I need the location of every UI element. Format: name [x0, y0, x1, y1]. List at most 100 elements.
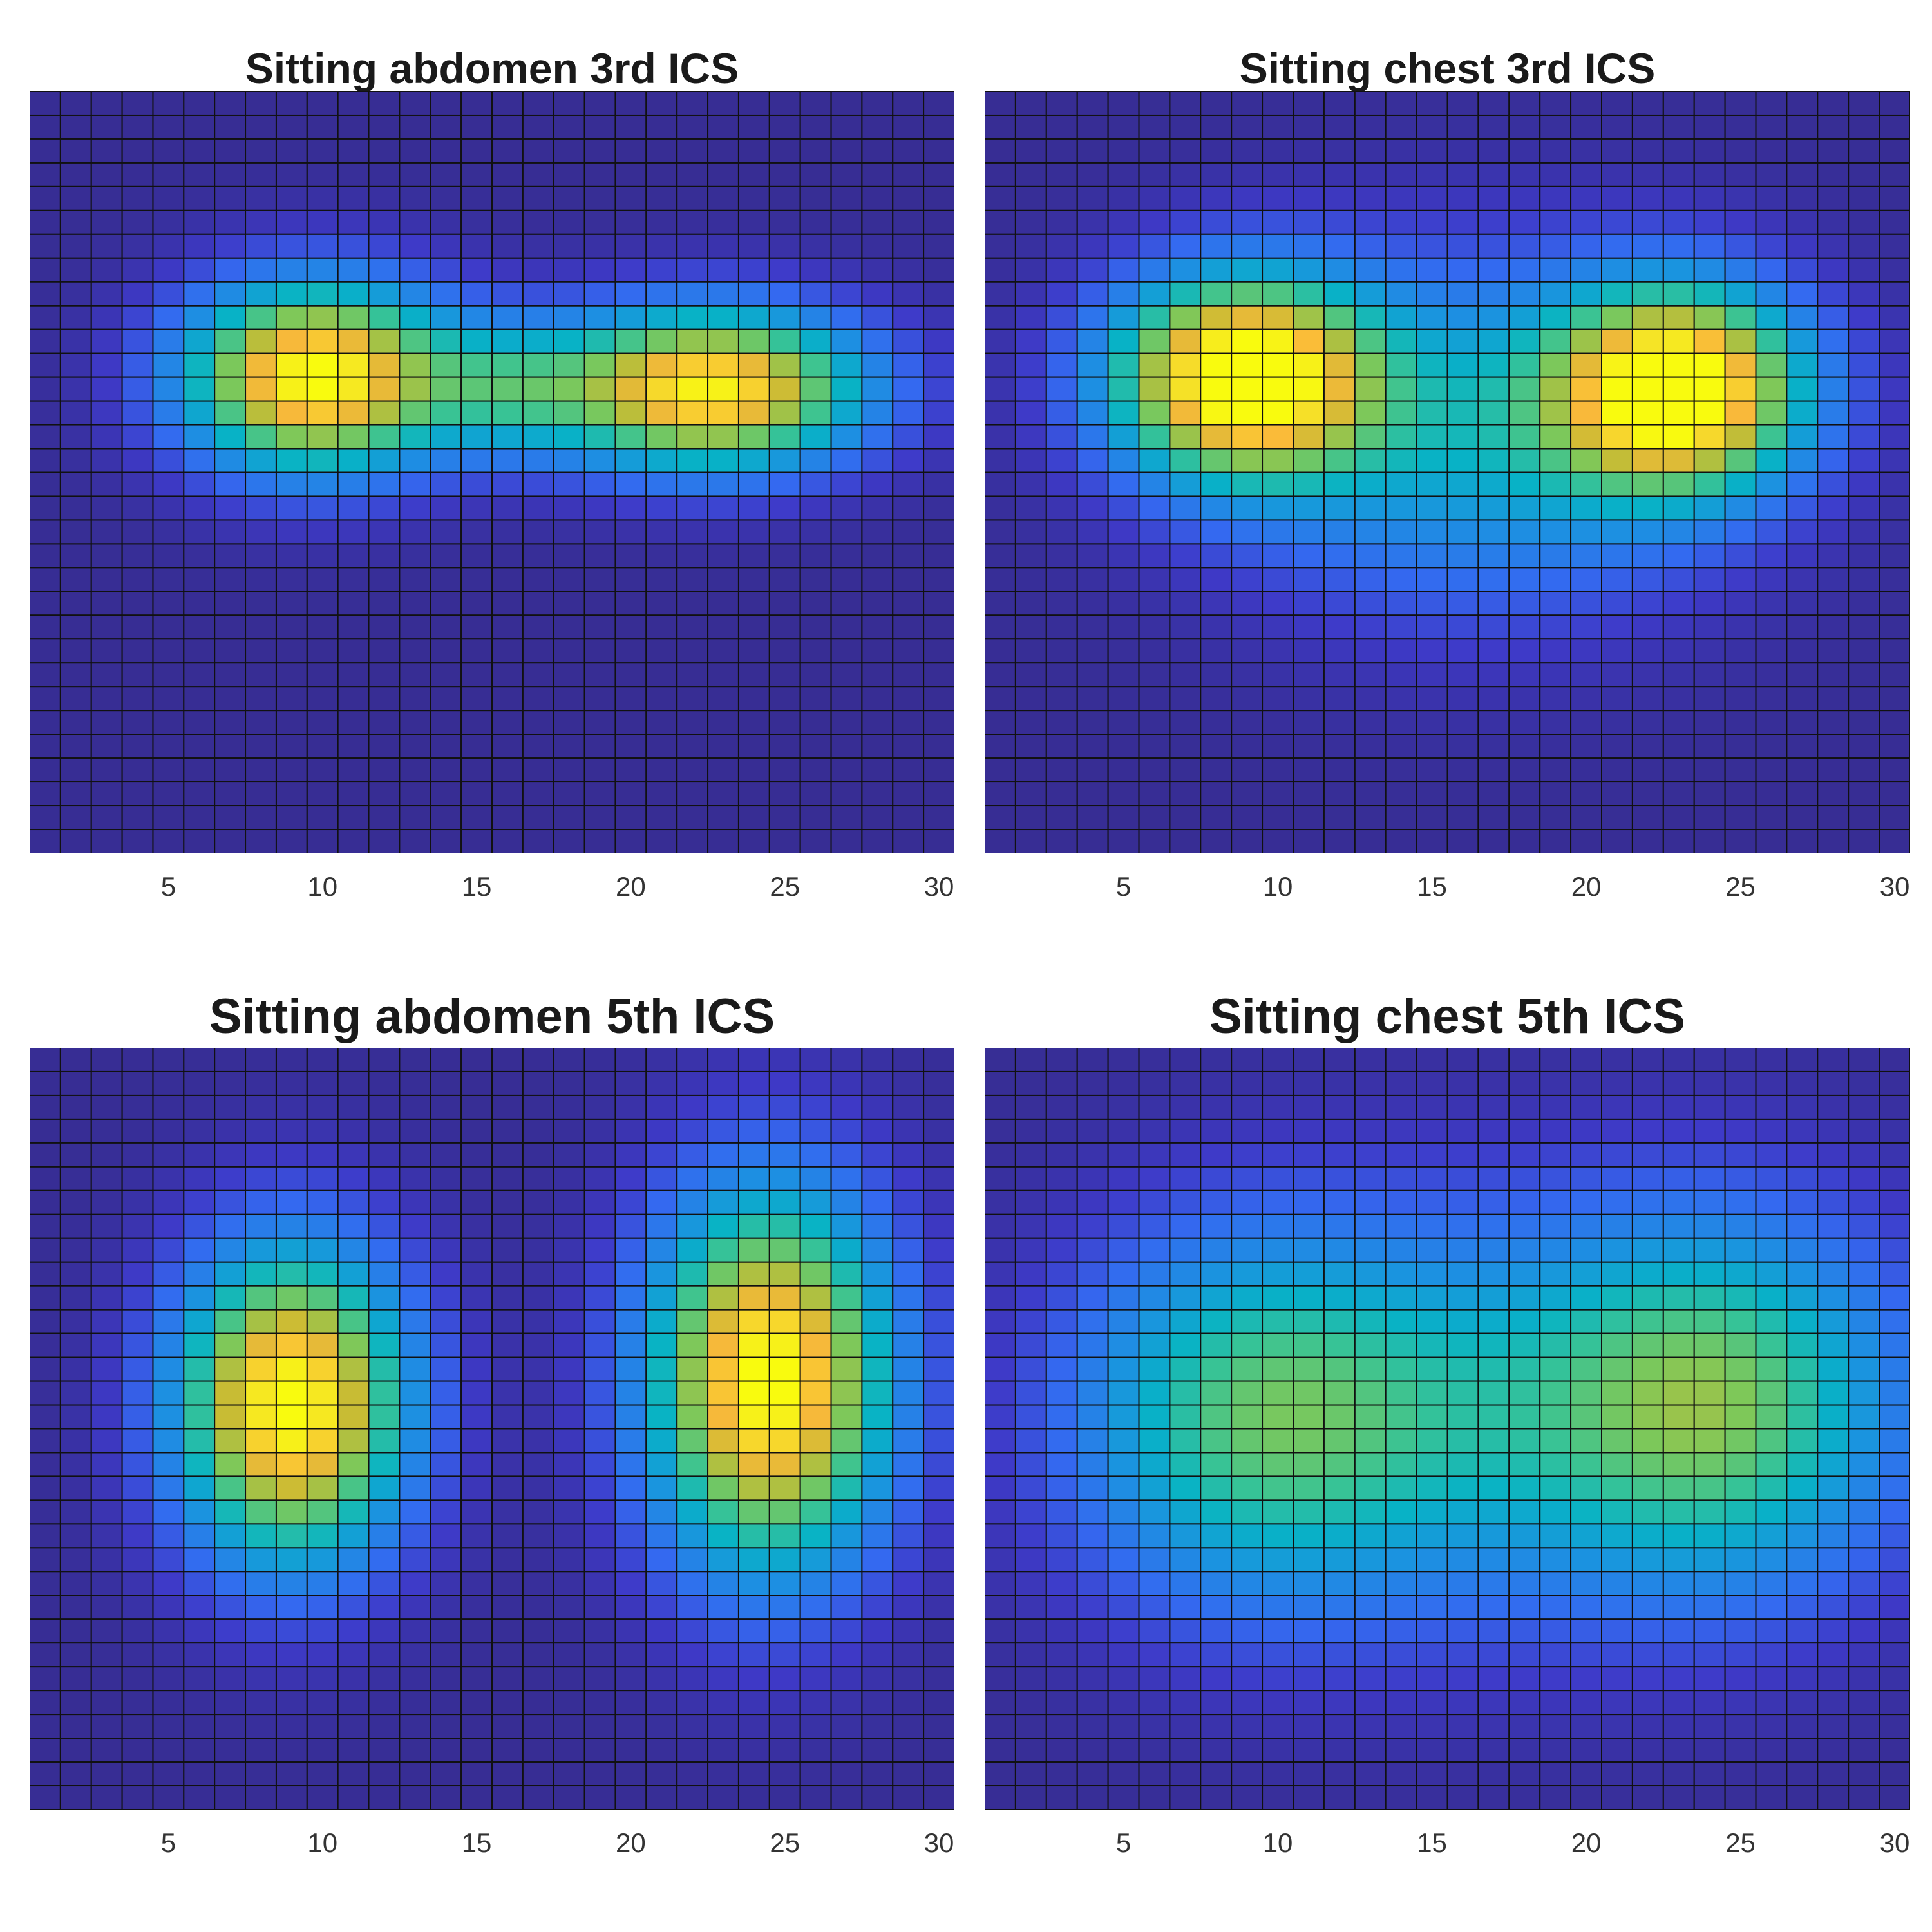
heatmap-cell [214, 757, 247, 783]
heatmap-cell [245, 662, 277, 688]
heatmap-cell [1879, 1690, 1910, 1716]
heatmap-cell [460, 1404, 493, 1430]
heatmap-cell [1323, 1166, 1356, 1191]
heatmap-cell [1724, 495, 1757, 521]
heatmap-cell [737, 543, 770, 569]
heatmap-cell [306, 1070, 339, 1096]
heatmap-cell [1138, 1285, 1171, 1311]
heatmap-cell [1169, 1785, 1202, 1810]
heatmap-cell [1786, 1356, 1819, 1382]
heatmap-cell [1045, 1738, 1078, 1763]
heatmap-cell [1138, 185, 1171, 211]
heatmap-cell [830, 1571, 863, 1596]
heatmap-cell [1076, 257, 1109, 283]
heatmap-cell [676, 1642, 709, 1668]
heatmap-cell [1293, 1452, 1325, 1477]
heatmap-cell [337, 328, 370, 354]
heatmap-cell [614, 1452, 647, 1477]
heatmap-cell [645, 209, 678, 235]
heatmap-cell [923, 114, 954, 140]
heatmap-cell [1817, 1213, 1850, 1239]
heatmap-cell [1477, 1523, 1510, 1549]
heatmap-plot [30, 1048, 954, 1810]
heatmap-cell [1293, 1523, 1325, 1549]
heatmap-cell [1231, 1571, 1264, 1596]
heatmap-cell [1323, 1761, 1356, 1787]
heatmap-cell [1724, 1595, 1757, 1620]
heatmap-cell [1354, 1070, 1387, 1096]
heatmap-cell [1107, 757, 1140, 783]
heatmap-cell [152, 1666, 185, 1692]
heatmap-cell [1107, 734, 1140, 759]
heatmap-cell [1817, 1309, 1850, 1334]
heatmap-cell [1076, 376, 1109, 402]
heatmap-cell [1107, 1189, 1140, 1215]
heatmap-cell [830, 1428, 863, 1454]
heatmap-cell [59, 1785, 92, 1810]
heatmap-cell [1724, 829, 1757, 853]
heatmap-cell [1231, 1094, 1264, 1120]
heatmap-cell [1323, 1237, 1356, 1263]
heatmap-cell [1138, 1714, 1171, 1739]
heatmap-cell [522, 1642, 554, 1668]
heatmap-cell [1570, 1452, 1602, 1477]
heatmap-cell [1755, 1356, 1788, 1382]
heatmap-cell [1076, 1189, 1109, 1215]
heatmap-cell [1508, 1189, 1541, 1215]
heatmap-cell [368, 471, 401, 497]
heatmap-cell [1416, 1237, 1448, 1263]
heatmap-cell [1169, 1166, 1202, 1191]
heatmap-cell [460, 1499, 493, 1525]
heatmap-cell [1601, 1595, 1633, 1620]
heatmap-cell [861, 1048, 894, 1072]
heatmap-cell [799, 1714, 832, 1739]
heatmap-cell [1169, 1048, 1202, 1072]
heatmap-cell [1262, 1571, 1294, 1596]
heatmap-plot [985, 1048, 1910, 1810]
heatmap-cell [1662, 1118, 1695, 1144]
heatmap-cell [1508, 591, 1541, 616]
heatmap-cell [1014, 1166, 1047, 1191]
heatmap-cell [183, 1237, 216, 1263]
heatmap-cell [1354, 1547, 1387, 1573]
heatmap-cell [1200, 471, 1233, 497]
heatmap-cell [1477, 1166, 1510, 1191]
heatmap-cell [1014, 1213, 1047, 1239]
heatmap-cell [1200, 1690, 1233, 1716]
heatmap-cell [1693, 638, 1726, 664]
heatmap-cell [522, 805, 554, 831]
heatmap-cell [1446, 662, 1479, 688]
heatmap-cell [1416, 1499, 1448, 1525]
heatmap-cell [553, 1714, 585, 1739]
heatmap-cell [121, 1523, 154, 1549]
heatmap-cell [368, 686, 401, 712]
heatmap-cell [1076, 757, 1109, 783]
heatmap-cell [1385, 1642, 1417, 1668]
heatmap-cell [1107, 1166, 1140, 1191]
heatmap-cell [460, 734, 493, 759]
heatmap-cell [1416, 185, 1448, 211]
heatmap-cell [491, 138, 524, 164]
heatmap-cell [1385, 686, 1417, 712]
heatmap-cell [1570, 1356, 1602, 1382]
heatmap-cell [1601, 1547, 1633, 1573]
heatmap-cell [183, 281, 216, 307]
heatmap-cell [985, 448, 1016, 473]
heatmap-cell [1508, 1356, 1541, 1382]
heatmap-cell [1539, 519, 1572, 545]
heatmap-cell [1045, 495, 1078, 521]
heatmap-cell [1879, 781, 1910, 807]
heatmap-cell [1416, 1690, 1448, 1716]
heatmap-cell [737, 757, 770, 783]
heatmap-cell [1107, 662, 1140, 688]
heatmap-cell [1477, 352, 1510, 378]
heatmap-cell [1570, 1428, 1602, 1454]
heatmap-cell [152, 1738, 185, 1763]
heatmap-cell [245, 1738, 277, 1763]
heatmap-cell [1848, 328, 1880, 354]
heatmap-cell [460, 829, 493, 853]
heatmap-cell [522, 1261, 554, 1287]
heatmap-cell [1262, 1547, 1294, 1573]
heatmap-cell [1879, 1428, 1910, 1454]
heatmap-cell [1076, 1595, 1109, 1620]
